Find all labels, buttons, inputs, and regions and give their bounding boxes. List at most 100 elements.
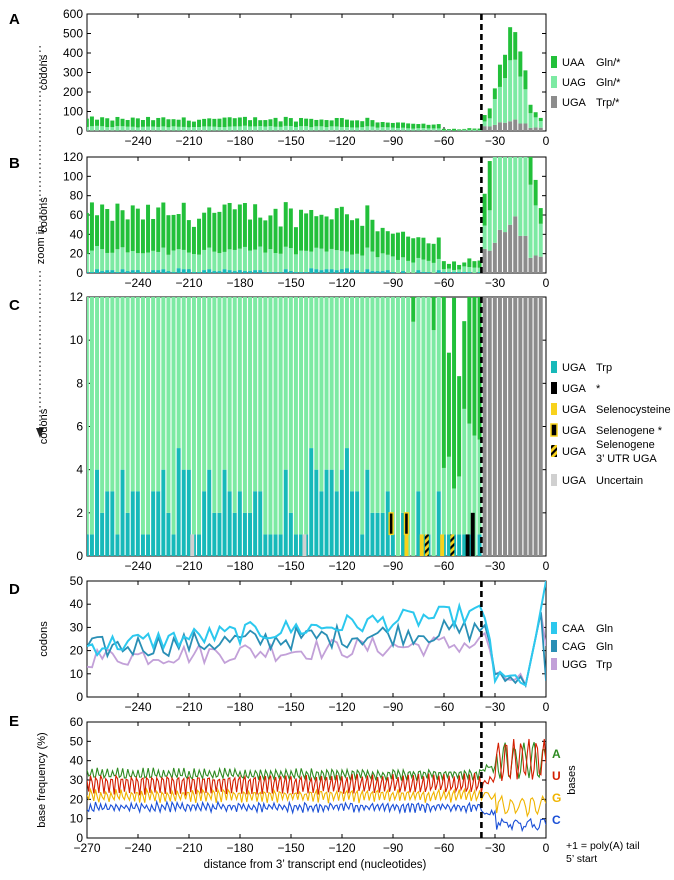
bar-uaa [186,120,191,128]
lines-e [87,738,546,833]
bar-uag [207,297,212,470]
bar-uga-trp [156,491,161,556]
bar-selenogene-utr [450,534,455,556]
bar-uag [329,248,334,270]
bar-uga-trp [146,272,151,273]
bar-uag [146,297,151,535]
bar-uaa [100,117,105,127]
x-tick-label-d: −240 [124,700,151,714]
bar-uaa [376,168,380,204]
series-line-u [87,738,546,796]
bar-uaa [299,209,304,251]
bar-uag [110,127,115,131]
bar-uaa [278,226,283,254]
bar-uga-stop [125,130,130,131]
bar-uaa [242,116,247,126]
x-tick-label-a: 0 [543,134,550,148]
bar-uga-stop [533,255,538,273]
bar-uag [309,127,314,131]
bar-uaa [431,243,436,263]
bar-uag [161,247,166,270]
bar-uaa [217,211,222,254]
x-tick-label-a: −210 [175,134,202,148]
panel-a: 0 100 200 300 400 500 600 −240 −210 −180 −150 −120 −… [38,7,621,148]
bar-uag [436,128,441,131]
bar-uga-stop [497,297,502,556]
bar-uga-trp [319,491,324,556]
bar-uaa [222,117,227,128]
bar-uag [365,126,370,131]
bar-uag [293,254,298,273]
bar-uag [89,126,94,131]
bar-uga-stop [503,122,508,131]
x-tick-label-c: −210 [175,559,202,573]
bar-uga-trp [329,269,334,273]
y-tick-label-e: 30 [70,773,84,787]
bar-uag [135,253,140,271]
bar-uag [227,249,232,271]
x-tick-label-a: −150 [277,134,304,148]
bar-uaa [533,112,538,118]
bar-uga-trp [263,534,268,556]
bar-uaa [293,227,298,255]
bar-uag [283,297,288,470]
bar-uaa [390,233,395,257]
bar-uaa [421,237,426,260]
bar-uaa [171,214,176,251]
bar-uag [186,127,191,131]
bar-uaa [181,117,186,127]
bar-uag [467,267,472,273]
bar-uaa [497,64,502,87]
bar-uag [268,249,273,273]
bar-uga-trp [350,270,355,273]
bar-uaa [523,70,528,90]
bar-uaa [253,204,258,250]
bar-uag [125,297,130,513]
bar-uaa [385,231,390,255]
bar-uag [95,297,100,470]
x-tick-label-b: −240 [124,276,151,290]
bar-uga-trp [105,491,110,556]
y-tick-label-d: 20 [70,644,84,658]
bar-uaa [416,237,421,258]
bar-uga-trp [477,272,482,273]
legend-codon-c: UGA [562,446,587,458]
y-tick-label-e: 0 [76,831,83,845]
bar-uag [293,127,298,131]
x-tick-label-b: −180 [226,276,253,290]
bar-uag [115,297,120,535]
bar-uaa [452,297,457,489]
y-tick-label-c: 2 [76,506,83,520]
x-tick-label-c: −120 [328,559,355,573]
bar-uga-stop [513,119,518,131]
bar-uag [508,60,513,122]
bar-uga-trp [110,270,115,273]
bar-uaa [411,238,416,263]
bar-uag [339,126,344,131]
bar-uag [197,254,202,273]
bar-uga-trp [344,448,349,556]
bar-uga-trp [197,534,202,556]
legend-swatch-d [551,640,557,652]
plot-frame-d [86,580,547,698]
bar-uag [278,253,283,273]
bar-uaa [457,376,462,477]
bar-uag [385,254,390,271]
bar-uag [110,252,115,271]
bar-uaa [446,352,451,457]
legend-label-c: Selenogene [596,439,655,451]
bar-uga-trp [446,534,451,556]
x-tick-label-c: −90 [383,559,404,573]
bar-uag [441,269,446,273]
bar-uga-trp [426,272,431,273]
bar-uga-trp [161,469,166,556]
bar-uga-stop [528,257,533,273]
bar-uag [202,297,207,492]
legend-swatch-c [551,382,557,394]
bar-uga-trp [329,469,334,556]
panel-letter-d: D [9,581,20,598]
bar-uag [365,297,370,470]
bar-uga-trp [95,269,100,273]
bar-uaa [477,128,482,131]
bar-uag [324,251,329,270]
